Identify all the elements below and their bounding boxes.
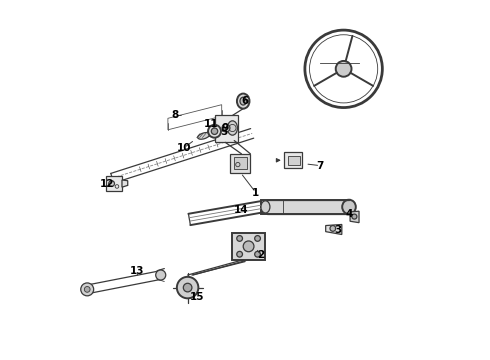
Text: 12: 12 bbox=[99, 179, 114, 189]
Circle shape bbox=[352, 214, 357, 219]
Polygon shape bbox=[285, 152, 302, 168]
Circle shape bbox=[336, 61, 351, 77]
Text: 10: 10 bbox=[177, 143, 191, 153]
Text: 11: 11 bbox=[204, 120, 218, 129]
Circle shape bbox=[211, 128, 218, 134]
Polygon shape bbox=[232, 233, 265, 260]
Polygon shape bbox=[234, 157, 247, 169]
Text: 9: 9 bbox=[221, 123, 229, 133]
Polygon shape bbox=[215, 116, 238, 142]
Polygon shape bbox=[122, 180, 128, 187]
Text: 13: 13 bbox=[130, 266, 145, 276]
Circle shape bbox=[237, 235, 243, 241]
Circle shape bbox=[237, 251, 243, 257]
Polygon shape bbox=[230, 154, 250, 173]
Circle shape bbox=[255, 251, 260, 257]
Circle shape bbox=[330, 226, 336, 231]
Text: 2: 2 bbox=[258, 250, 265, 260]
Text: 5: 5 bbox=[220, 127, 227, 136]
Ellipse shape bbox=[237, 94, 249, 109]
Polygon shape bbox=[106, 176, 122, 192]
Circle shape bbox=[255, 235, 260, 241]
Circle shape bbox=[84, 287, 90, 292]
Polygon shape bbox=[326, 225, 342, 234]
Text: 3: 3 bbox=[335, 225, 342, 235]
Ellipse shape bbox=[240, 97, 246, 105]
Circle shape bbox=[243, 241, 254, 252]
Text: 1: 1 bbox=[252, 188, 259, 198]
Ellipse shape bbox=[261, 201, 270, 213]
Ellipse shape bbox=[198, 132, 210, 139]
Circle shape bbox=[156, 270, 166, 280]
Polygon shape bbox=[261, 200, 349, 214]
Text: 7: 7 bbox=[317, 161, 324, 171]
Circle shape bbox=[81, 283, 94, 296]
Text: 4: 4 bbox=[345, 209, 353, 219]
Text: 15: 15 bbox=[189, 292, 204, 302]
Circle shape bbox=[183, 283, 192, 292]
Circle shape bbox=[177, 277, 198, 298]
Polygon shape bbox=[288, 156, 299, 165]
Text: 8: 8 bbox=[172, 111, 179, 121]
Polygon shape bbox=[350, 211, 359, 223]
Circle shape bbox=[208, 125, 221, 138]
Ellipse shape bbox=[342, 200, 356, 214]
Circle shape bbox=[109, 181, 115, 186]
Circle shape bbox=[222, 124, 230, 132]
Ellipse shape bbox=[227, 121, 238, 135]
Text: 6: 6 bbox=[242, 96, 248, 106]
Text: 14: 14 bbox=[234, 206, 249, 216]
